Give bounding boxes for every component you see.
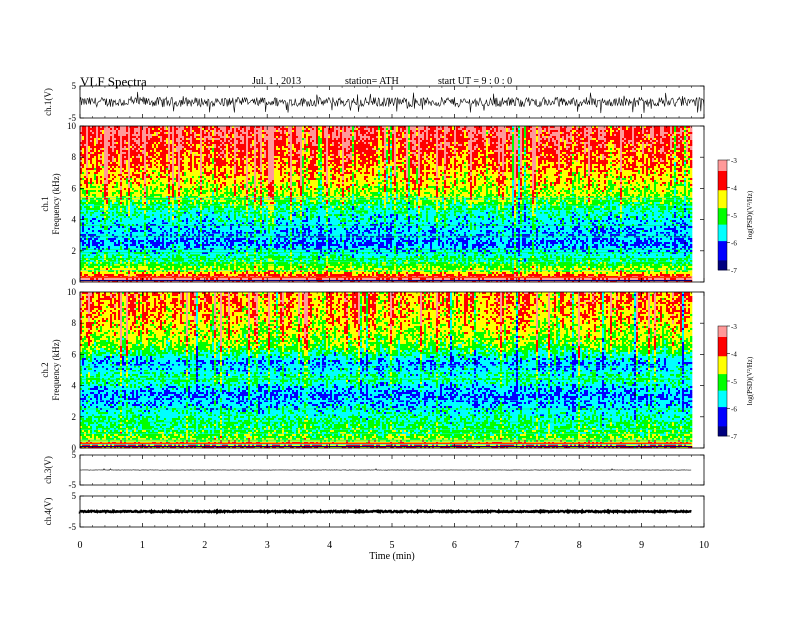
ch2-spectrogram-y-tick-label: 6 [72, 349, 77, 359]
ch2-spectrogram-colorbar-tick-label: -3 [731, 323, 737, 331]
ch1-spectrogram-colorbar-label: log(PSD)(V²/Hz) [746, 190, 754, 239]
ch1-spectrogram-y-tick-label: 8 [72, 152, 77, 162]
ch1-spectrogram-colorbar-tick-label: -3 [731, 157, 737, 165]
ch3-waveform-ylabel: ch.3(V) [43, 456, 53, 484]
ch1-spectrogram-colorbar-tick-label: -4 [731, 185, 737, 193]
x-tick-label: 4 [327, 540, 332, 551]
ch2-spectrogram-colorbar-label: log(PSD)(V²/Hz) [746, 356, 754, 405]
x-tick-label: 2 [202, 540, 207, 551]
ch1-spectrogram-ylabel-channel: ch.1 [40, 196, 50, 211]
date-label: Jul. 1 , 2013 [252, 76, 301, 87]
ch2-spectrogram-ylabel-frequency: Frequency (kHz) [51, 339, 61, 400]
ch2-spectrogram-y-tick-label: 10 [67, 287, 77, 297]
x-tick-label: 5 [390, 540, 395, 551]
ch4-waveform-ylabel: ch.4(V) [43, 498, 53, 526]
ch2-spectrogram-ylabel-channel: ch.2 [40, 362, 50, 377]
ch1-waveform-signal [80, 92, 704, 113]
ch4-waveform-signal [80, 511, 691, 512]
ch1-spectrogram-y-tick-label: 10 [67, 121, 77, 131]
x-tick-label: 1 [140, 540, 145, 551]
ch3-waveform-y-tick-label: 5 [72, 450, 77, 460]
vlf-spectra-figure: 5-5ch.1(V)0246810ch.1Frequency (kHz)-3-4… [0, 0, 792, 612]
station-label: station= ATH [345, 76, 399, 87]
ch4-waveform-y-tick-label: 5 [72, 491, 77, 501]
figure-canvas: 5-5ch.1(V)0246810ch.1Frequency (kHz)-3-4… [0, 0, 792, 612]
x-tick-label: 7 [514, 540, 519, 551]
x-tick-label: 3 [265, 540, 270, 551]
ch2-spectrogram-colorbar-tick-label: -4 [731, 351, 737, 359]
ch2-spectrogram-y-tick-label: 8 [72, 318, 77, 328]
ch1-spectrogram-y-tick-label: 0 [72, 277, 77, 287]
x-tick-label: 9 [639, 540, 644, 551]
ch4-waveform-y-tick-label: -5 [69, 522, 77, 532]
ch2-spectrogram-y-tick-label: 4 [72, 381, 77, 391]
figure-title: VLF Spectra [80, 74, 147, 90]
x-tick-label: 0 [78, 540, 83, 551]
ch3-waveform-signal [80, 469, 691, 470]
ch1-spectrogram-cells [80, 126, 692, 282]
ch1-waveform-ylabel: ch.1(V) [43, 88, 53, 116]
start-ut-label: start UT = 9 : 0 : 0 [438, 76, 512, 87]
x-tick-label: 10 [699, 540, 709, 551]
x-tick-label: 8 [577, 540, 582, 551]
ch2-spectrogram-cells [80, 292, 692, 448]
ch2-spectrogram-y-tick-label: 2 [72, 412, 77, 422]
ch1-waveform-frame [80, 86, 704, 118]
x-tick-label: 6 [452, 540, 457, 551]
ch1-spectrogram-y-tick-label: 2 [72, 246, 77, 256]
ch1-spectrogram-colorbar-tick-label: -5 [731, 212, 737, 220]
ch2-spectrogram-colorbar-tick-label: -6 [731, 406, 737, 414]
ch1-spectrogram-y-tick-label: 4 [72, 215, 77, 225]
ch1-spectrogram-colorbar-tick-label: -7 [731, 267, 737, 275]
ch1-spectrogram-colorbar-tick-label: -6 [731, 240, 737, 248]
ch1-waveform-y-tick-label: 5 [72, 81, 77, 91]
ch2-spectrogram-colorbar-tick-label: -7 [731, 433, 737, 441]
ch3-waveform-y-tick-label: -5 [69, 480, 77, 490]
ch1-spectrogram-y-tick-label: 6 [72, 183, 77, 193]
ch2-spectrogram-colorbar-tick-label: -5 [731, 378, 737, 386]
x-axis-label: Time (min) [369, 551, 414, 562]
ch1-spectrogram-ylabel-frequency: Frequency (kHz) [51, 173, 61, 234]
